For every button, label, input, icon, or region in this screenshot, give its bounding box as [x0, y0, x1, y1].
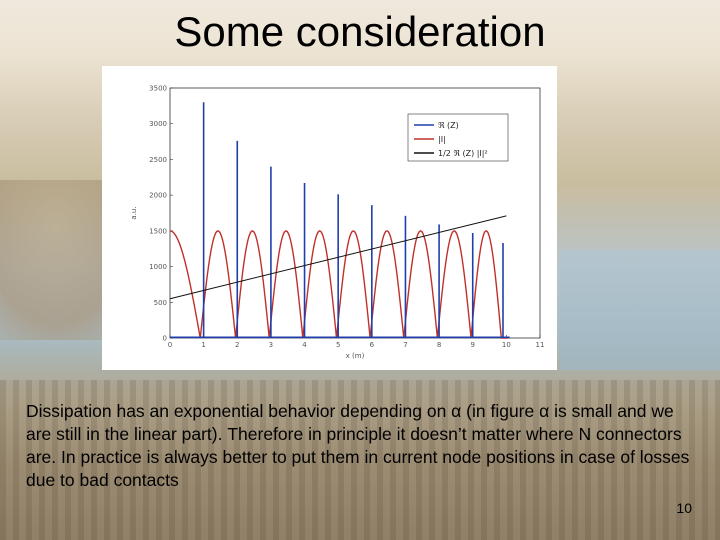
series-layer [169, 102, 510, 339]
plot-svg: 0 1 2 3 4 5 6 7 8 9 10 11 0 500 1000 1500 2000 2500 3000 3… [130, 85, 545, 361]
plot-figure: 0 1 2 3 4 5 6 7 8 9 10 11 0 500 1000 1500 2000 2500 3000 3… [102, 66, 557, 370]
x-tick-label: 3 [269, 341, 273, 349]
y-axis-label: a.u. [130, 206, 138, 219]
x-tick-label: 4 [302, 341, 307, 349]
x-tick-label: 9 [470, 341, 474, 349]
x-tick-label: 10 [502, 341, 511, 349]
x-tick-label: 7 [403, 341, 407, 349]
background-city [0, 380, 720, 540]
x-tick-label: 1 [201, 341, 205, 349]
x-tick-label: 5 [336, 341, 340, 349]
y-tick-label: 3500 [149, 85, 167, 93]
legend-label: 1/2 ℜ (Z) |I|² [438, 149, 488, 158]
slide-title: Some consideration [174, 8, 546, 55]
x-tick-label: 8 [437, 341, 441, 349]
x-tick-label: 0 [168, 341, 172, 349]
x-axis-label: x (m) [346, 352, 365, 360]
y-tick-label: 0 [163, 335, 167, 343]
y-tick-label: 3000 [149, 120, 167, 128]
plot-legend: ℜ (Z) |I| 1/2 ℜ (Z) |I|² [407, 113, 509, 162]
series-dissipation-line [169, 215, 507, 300]
slide-page-number: 10 [676, 500, 692, 516]
y-tick-label: 1500 [149, 227, 167, 235]
y-ticks: 0 500 1000 1500 2000 2500 3000 3500 [149, 85, 173, 343]
x-tick-label: 11 [536, 341, 545, 349]
background-sea [560, 250, 720, 370]
y-tick-label: 1000 [149, 263, 167, 271]
legend-label: ℜ (Z) [438, 121, 459, 130]
y-tick-label: 2000 [149, 192, 167, 200]
series-current-magnitude-lead [169, 230, 201, 339]
slide-body-text: Dissipation has an exponential behavior … [26, 401, 690, 490]
x-tick-label: 6 [370, 341, 375, 349]
x-tick-label: 2 [235, 341, 239, 349]
y-tick-label: 500 [154, 299, 167, 307]
y-tick-label: 2500 [149, 156, 167, 164]
legend-label: |I| [438, 135, 446, 144]
